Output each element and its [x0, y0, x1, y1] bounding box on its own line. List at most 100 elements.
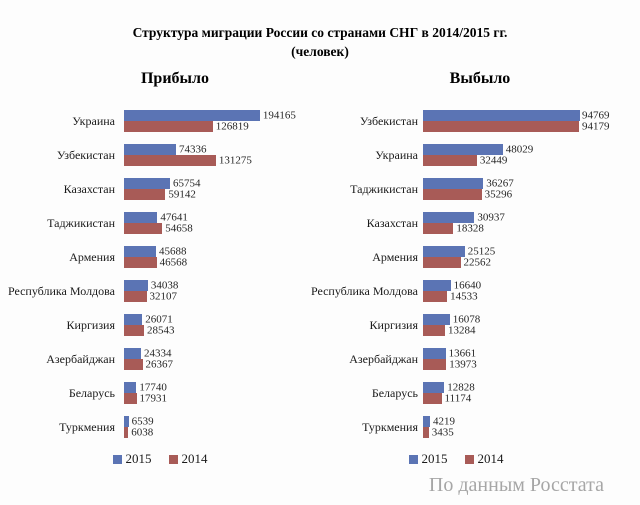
- value-label-2015: 16078: [452, 313, 481, 325]
- value-label-2015: 48029: [505, 143, 534, 155]
- value-label-2014: 11174: [444, 392, 472, 404]
- bar-2014: [124, 359, 143, 370]
- chart-row: Узбекистан 94769 94179: [305, 104, 635, 138]
- bar-pair: 16078 13284: [423, 314, 589, 336]
- chart-row: Таджикистан 47641 54658: [5, 206, 315, 240]
- chart-row: Таджикистан 36267 35296: [305, 172, 635, 206]
- bar-2014: [423, 359, 447, 370]
- chart-row: Туркмения 4219 3435: [305, 410, 635, 444]
- chart-row: Узбекистан 74336 131275: [5, 138, 315, 172]
- legend-swatch-2014: [168, 454, 178, 464]
- category-label: Киргизия: [369, 317, 418, 332]
- legend-item-2015: 2015: [408, 451, 448, 467]
- bar-pair: 6539 6038: [124, 416, 264, 438]
- bar-pair: 47641 54658: [124, 212, 264, 234]
- value-label-2014: 22562: [463, 256, 491, 268]
- bar-pair: 26071 28543: [124, 314, 264, 336]
- value-label-2015: 45688: [158, 245, 187, 257]
- value-label-2014: 46568: [159, 256, 188, 268]
- bar-2014: [423, 257, 461, 268]
- category-label: Республика Молдова: [7, 283, 115, 298]
- value-label-2015: 13661: [448, 347, 477, 359]
- chart-row: Беларусь 17740 17931: [5, 376, 315, 410]
- bar-line-2015: 194165: [124, 110, 296, 121]
- bar-pair: 24334 26367: [124, 348, 264, 370]
- bar-line-2014: 3435: [423, 427, 589, 438]
- bar-pair: 12828 11174: [423, 382, 589, 404]
- bar-2015: [124, 348, 141, 359]
- chart-row: Армения 25125 22562: [305, 240, 635, 274]
- bar-line-2014: 46568: [124, 257, 264, 268]
- bar-2014: [124, 393, 137, 404]
- value-label-2014: 28543: [146, 324, 175, 336]
- bar-line-2015: 48029: [423, 144, 589, 155]
- chart-row: Республика Молдова 34038 32107: [5, 274, 315, 308]
- bar-2015: [423, 280, 451, 291]
- bar-line-2015: 12828: [423, 382, 589, 393]
- bar-2014: [124, 427, 129, 438]
- bar-line-2015: 17740: [124, 382, 264, 393]
- category-label: Киргизия: [66, 317, 115, 332]
- bar-2015: [423, 246, 465, 257]
- category-label: Республика Молдова: [310, 283, 418, 298]
- bar-pair: 36267 35296: [423, 178, 589, 200]
- category-label: Казахстан: [366, 215, 418, 230]
- value-label-2014: 13973: [449, 358, 477, 370]
- category-label: Таджикистан: [47, 215, 115, 230]
- category-label: Армения: [69, 249, 115, 264]
- figure-title-block: Структура миграции России со странами СН…: [0, 23, 640, 61]
- bar-2014: [124, 223, 163, 234]
- bar-line-2014: 28543: [124, 325, 264, 336]
- value-label-2015: 16640: [453, 279, 482, 291]
- bar-line-2015: 36267: [423, 178, 589, 189]
- value-label-2014: 131275: [218, 154, 252, 166]
- bar-line-2014: 26367: [124, 359, 264, 370]
- bar-line-2015: 25125: [423, 246, 589, 257]
- value-label-2014: 35296: [484, 188, 513, 200]
- bar-line-2015: 24334: [124, 348, 264, 359]
- bar-line-2014: 32107: [124, 291, 264, 302]
- value-label-2014: 3435: [431, 426, 454, 438]
- value-label-2014: 14533: [450, 290, 478, 302]
- bar-2014: [423, 189, 482, 200]
- value-label-2014: 6038: [131, 426, 154, 438]
- bar-line-2014: 59142: [124, 189, 264, 200]
- bar-pair: 45688 46568: [124, 246, 264, 268]
- bar-2014: [124, 325, 144, 336]
- bar-2014: [423, 427, 429, 438]
- category-label: Туркмения: [59, 419, 115, 434]
- value-label-2015: 74336: [179, 143, 207, 155]
- value-label-2015: 4219: [433, 415, 455, 427]
- value-label-2015: 12828: [447, 381, 475, 393]
- category-label: Украина: [72, 113, 115, 128]
- bar-pair: 74336 131275: [124, 144, 264, 166]
- legend-item-2014: 2014: [464, 451, 504, 467]
- bar-pair: 65754 59142: [124, 178, 264, 200]
- category-label: Казахстан: [63, 181, 115, 196]
- bar-line-2015: 30937: [423, 212, 589, 223]
- chart-row: Туркмения 6539 6038: [5, 410, 315, 444]
- bar-2015: [124, 280, 148, 291]
- value-label-2014: 32107: [149, 290, 177, 302]
- value-label-2015: 194165: [262, 109, 296, 121]
- chart-row: Киргизия 16078 13284: [305, 308, 635, 342]
- value-label-2014: 54658: [165, 222, 193, 234]
- legend-label-2014: 2014: [181, 451, 208, 466]
- chart-row: Азербайджан 13661 13973: [305, 342, 635, 376]
- chart-row: Азербайджан 24334 26367: [5, 342, 315, 376]
- value-label-2014: 17931: [139, 392, 168, 404]
- chart-departed: Выбыло Узбекистан 94769 94179 Украина 48029 3…: [305, 70, 635, 467]
- bar-line-2014: 11174: [423, 393, 589, 404]
- chart-row: Казахстан 65754 59142: [5, 172, 315, 206]
- bar-pair: 4219 3435: [423, 416, 589, 438]
- legend-swatch-2014: [464, 454, 474, 464]
- bar-line-2015: 65754: [124, 178, 264, 189]
- bar-2015: [423, 348, 446, 359]
- value-label-2015: 34038: [150, 279, 179, 291]
- chart-row: Казахстан 30937 18328: [305, 206, 635, 240]
- bar-2014: [124, 257, 157, 268]
- bar-line-2014: 126819: [124, 121, 264, 132]
- value-label-2014: 59142: [168, 188, 196, 200]
- bar-2015: [423, 110, 581, 121]
